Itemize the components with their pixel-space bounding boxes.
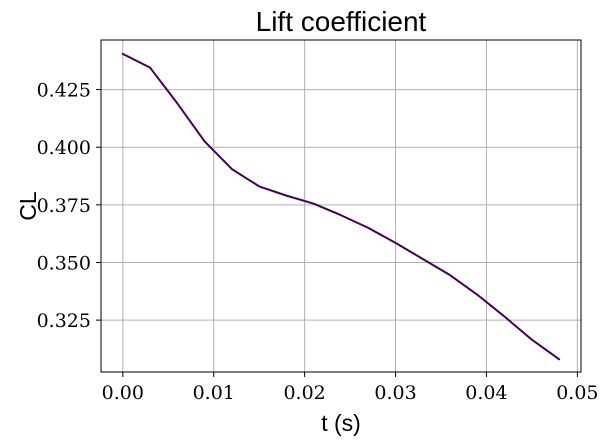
x-tick-label: 0.01	[193, 382, 235, 404]
x-tick-label: 0.00	[102, 382, 144, 404]
y-tick-label: 0.375	[37, 195, 91, 217]
data-series	[121, 52, 561, 361]
x-tick-label: 0.04	[465, 382, 507, 404]
y-tick-label: 0.325	[37, 310, 91, 332]
y-tick-label: 0.350	[37, 252, 91, 274]
chart-title: Lift coefficient	[256, 6, 427, 37]
y-axis-label: CL	[15, 191, 41, 221]
grid-lines	[101, 40, 581, 372]
y-tick-label: 0.400	[37, 137, 91, 159]
x-tick-label: 0.05	[556, 382, 598, 404]
axis-ticks: 0.00 0.01 0.02 0.03 0.04 0.05 0.325 0.350 0.375 0…	[37, 80, 599, 404]
y-tick-label: 0.425	[37, 80, 91, 102]
x-axis-label: t (s)	[321, 410, 361, 436]
cl-series-line	[121, 52, 561, 361]
plot-frame	[100, 39, 582, 373]
x-tick-label: 0.03	[374, 382, 416, 404]
x-tick-label: 0.02	[283, 382, 325, 404]
